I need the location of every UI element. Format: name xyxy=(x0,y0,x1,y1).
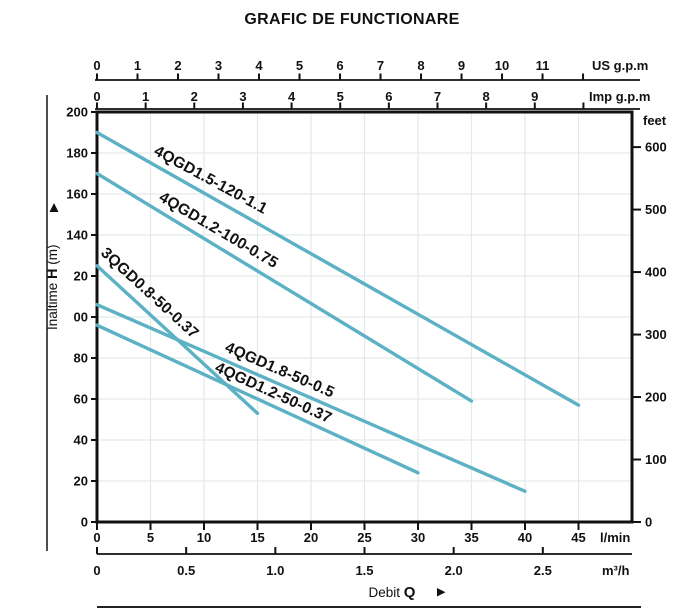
imp-gpm-tick-label: 2 xyxy=(191,89,198,104)
imp-gpm-tick-label: 4 xyxy=(288,89,296,104)
meters-tick-label: 00 xyxy=(74,310,88,325)
us-gpm-tick-label: 5 xyxy=(296,58,303,73)
curve-4QGD1.2-50-0.37 xyxy=(95,323,420,475)
curve-4QGD1.2-100-0.75 xyxy=(95,171,474,403)
meters-tick-label: 80 xyxy=(74,351,88,366)
us-gpm-tick-label: 11 xyxy=(536,58,550,73)
us-gpm-tick-label: 9 xyxy=(458,58,465,73)
lmin-tick-label: 40 xyxy=(518,530,532,545)
meters-tick-label: 200 xyxy=(66,105,88,120)
feet-tick-label: 0 xyxy=(645,515,652,530)
us-gpm-tick-label: 2 xyxy=(174,58,181,73)
us-gpm-unit-label: US g.p.m xyxy=(592,58,648,73)
curve-4QGD1.8-50-0.5 xyxy=(95,303,527,493)
feet-tick-label: 100 xyxy=(645,452,667,467)
curve-4QGD1.5-120-1.1 xyxy=(95,130,581,407)
lmin-tick-label: 35 xyxy=(464,530,478,545)
meters-tick-label: 0 xyxy=(81,515,88,530)
meters-tick-label: 180 xyxy=(66,146,88,161)
right-arrow-icon xyxy=(437,588,446,597)
lmin-tick-label: 0 xyxy=(93,530,100,545)
feet-tick-label: 300 xyxy=(645,327,667,342)
m3h-tick-label: 0.5 xyxy=(177,563,195,578)
imp-gpm-tick-label: 5 xyxy=(337,89,344,104)
meters-tick-label: 40 xyxy=(74,433,88,448)
m3h-tick-label: 1.0 xyxy=(266,563,284,578)
lmin-tick-label: 10 xyxy=(197,530,211,545)
us-gpm-tick-label: 0 xyxy=(93,58,100,73)
m3h-unit-label: m³/h xyxy=(602,563,630,578)
feet-unit-label: feet xyxy=(643,113,667,128)
lmin-tick-label: 15 xyxy=(250,530,264,545)
pump-curves xyxy=(95,130,581,493)
y-axis-title: Inaltime H (m) xyxy=(45,244,61,330)
us-gpm-tick-label: 1 xyxy=(134,58,141,73)
feet-tick-label: 500 xyxy=(645,202,667,217)
imp-gpm-tick-label: 7 xyxy=(434,89,441,104)
feet-tick-label: 200 xyxy=(645,390,667,405)
up-arrow-icon xyxy=(49,203,59,212)
meters-tick-label: 140 xyxy=(66,228,88,243)
meters-tick-label: 20 xyxy=(74,269,88,284)
imp-gpm-tick-label: 1 xyxy=(142,89,149,104)
lmin-tick-label: 5 xyxy=(147,530,154,545)
lmin-tick-label: 45 xyxy=(571,530,585,545)
lmin-unit-label: l/min xyxy=(600,530,630,545)
lmin-tick-label: 25 xyxy=(357,530,371,545)
axes-ticks: 2001801601402000806040200600500400300200… xyxy=(66,58,666,578)
us-gpm-tick-label: 3 xyxy=(215,58,222,73)
us-gpm-tick-label: 10 xyxy=(495,58,509,73)
m3h-tick-label: 2.0 xyxy=(445,563,463,578)
us-gpm-tick-label: 4 xyxy=(255,58,263,73)
meters-tick-label: 20 xyxy=(74,474,88,489)
meters-tick-label: 60 xyxy=(74,392,88,407)
plot-frame xyxy=(95,110,634,524)
imp-gpm-tick-label: 3 xyxy=(239,89,246,104)
gridlines xyxy=(97,112,632,522)
meters-tick-label: 160 xyxy=(66,187,88,202)
us-gpm-tick-label: 7 xyxy=(377,58,384,73)
lmin-tick-label: 20 xyxy=(304,530,318,545)
imp-gpm-tick-label: 0 xyxy=(93,89,100,104)
feet-tick-label: 400 xyxy=(645,265,667,280)
x-axis-title: Debit Q xyxy=(369,584,416,601)
imp-gpm-tick-label: 9 xyxy=(531,89,538,104)
imp-gpm-tick-label: 8 xyxy=(483,89,490,104)
chart-title: GRAFIC DE FUNCTIONARE xyxy=(244,11,459,28)
feet-tick-label: 600 xyxy=(645,140,667,155)
us-gpm-tick-label: 6 xyxy=(336,58,343,73)
us-gpm-tick-label: 8 xyxy=(417,58,424,73)
m3h-tick-label: 0 xyxy=(93,563,100,578)
imp-gpm-unit-label: Imp g.p.m xyxy=(589,89,650,104)
imp-gpm-tick-label: 6 xyxy=(385,89,392,104)
m3h-tick-label: 1.5 xyxy=(355,563,373,578)
m3h-tick-label: 2.5 xyxy=(534,563,552,578)
pump-curve-labels: 4QGD1.5-120-1.14QGD1.2-100-0.753QGD0.8-5… xyxy=(97,143,337,427)
lmin-tick-label: 30 xyxy=(411,530,425,545)
